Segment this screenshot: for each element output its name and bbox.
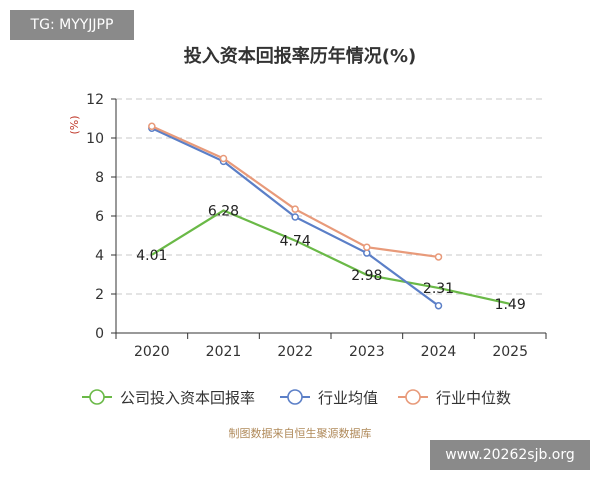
y-tick-label: 8 — [95, 170, 104, 186]
x-tick-label: 2023 — [349, 344, 385, 360]
x-tick-label: 2021 — [206, 344, 242, 360]
data-label: 2.31 — [423, 281, 454, 297]
y-axis-unit-label: (%) — [68, 115, 81, 134]
data-label: 2.98 — [351, 268, 382, 284]
y-tick-label: 10 — [86, 131, 104, 147]
x-tick-label: 2024 — [421, 344, 457, 360]
y-tick-label: 6 — [95, 209, 104, 225]
series-point-1 — [434, 301, 443, 310]
series-point-1 — [291, 213, 299, 221]
legend-label: 行业中位数 — [436, 389, 511, 407]
y-tick-label: 12 — [86, 92, 104, 108]
y-tick-label: 4 — [95, 248, 104, 264]
series-point-2 — [148, 122, 156, 131]
legend-label: 公司投入资本回报率 — [120, 389, 255, 407]
chart-title: 投入资本回报率历年情况(%) — [183, 46, 417, 67]
series-point-2 — [219, 154, 228, 163]
x-tick-label: 2025 — [492, 344, 528, 360]
series-point-2 — [291, 205, 299, 213]
series-point-2 — [363, 243, 371, 251]
tg-badge: TG: MYYJJPP — [10, 10, 134, 40]
series-line-0 — [151, 209, 511, 306]
y-tick-label: 0 — [95, 326, 104, 342]
x-tick-label: 2022 — [277, 344, 313, 360]
x-tick-label: 2020 — [134, 344, 170, 360]
legend-marker — [89, 389, 105, 405]
series-point-2 — [434, 253, 443, 261]
y-tick-label: 2 — [95, 287, 104, 303]
legend-label: 行业均值 — [318, 389, 378, 407]
legend-marker — [287, 389, 303, 405]
data-label: 6.28 — [208, 204, 239, 220]
source-note: 制图数据来自恒生聚源数据库 — [228, 427, 372, 440]
data-label: 4.01 — [136, 248, 167, 264]
watermark: www.20262sjb.org — [430, 440, 590, 470]
data-label: 4.74 — [280, 234, 311, 250]
legend-marker — [405, 389, 421, 405]
data-label: 1.49 — [495, 297, 526, 313]
